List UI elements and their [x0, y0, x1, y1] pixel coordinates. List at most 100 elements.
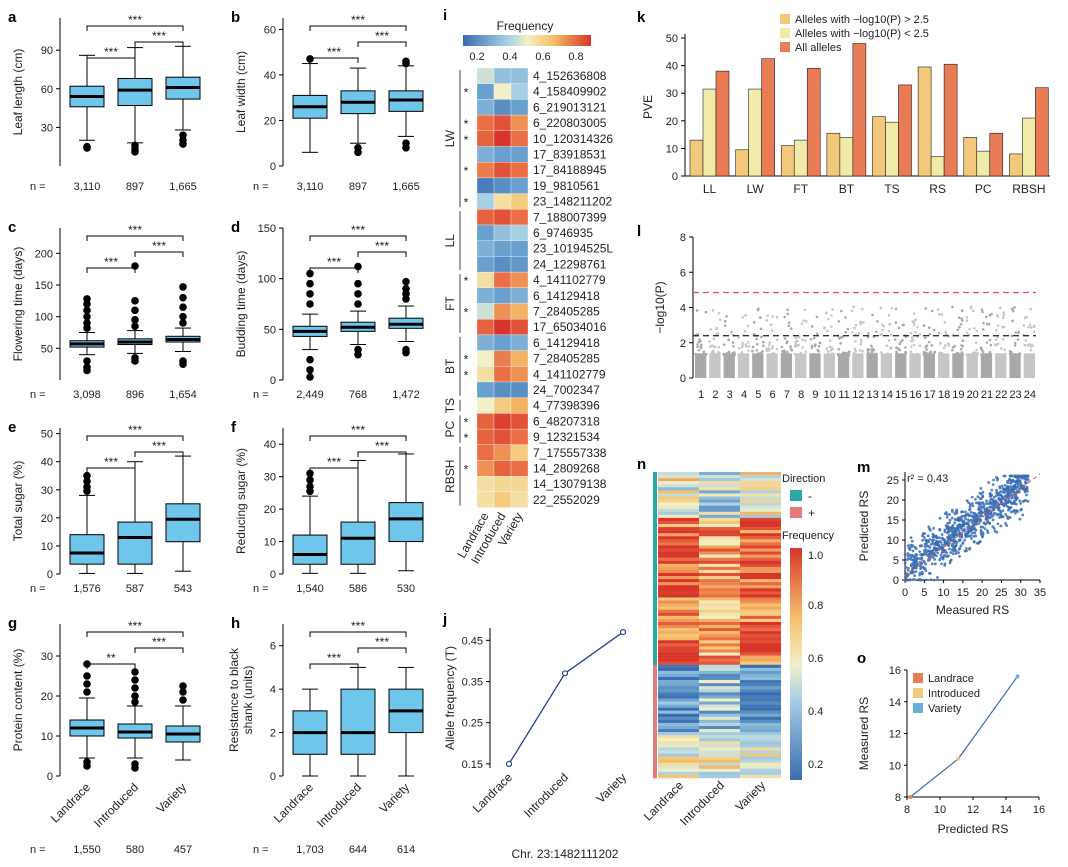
heatmap-cell [658, 692, 699, 696]
point-band [1023, 353, 1035, 378]
scatter-point [967, 501, 971, 505]
scatter-point [912, 559, 916, 563]
heatmap-cell [658, 606, 699, 610]
panel-label: g [8, 615, 17, 632]
direction-bar [653, 569, 657, 574]
heatmap-cell [740, 631, 781, 635]
heatmap-cell [740, 704, 781, 708]
scatter-point [922, 535, 926, 539]
scatter-point [952, 545, 955, 548]
heatmap-cell [658, 524, 699, 528]
n-prefix: n = [30, 389, 46, 401]
snp-point [839, 342, 842, 345]
scatter-point [978, 491, 982, 495]
snp-point [922, 324, 926, 327]
y-tick-label: 0 [270, 161, 276, 173]
scatter-point [970, 495, 974, 499]
scatter-point [925, 550, 929, 554]
scatter-point [977, 505, 981, 509]
direction-bar [653, 594, 657, 598]
legend-swatch [913, 688, 923, 698]
scatter-point [1020, 484, 1023, 488]
heatmap-cell [658, 756, 699, 760]
heatmap-cell [740, 496, 781, 500]
scatter-point [960, 510, 963, 514]
direction-bar [653, 600, 657, 604]
scatter-point [942, 537, 946, 541]
direction-bar [653, 686, 657, 690]
colorbar-tick: 0.2 [469, 51, 484, 63]
n-value: 543 [174, 583, 192, 595]
bar [917, 66, 932, 177]
n-prefix: n = [30, 844, 46, 856]
group-label: LW [443, 129, 457, 147]
snp-label: 19_9810561 [533, 179, 600, 193]
y-tick-label: 10 [889, 760, 901, 772]
scatter-point [968, 507, 972, 511]
panel-label: i [443, 7, 447, 24]
scatter-point [903, 553, 907, 556]
significance-bracket [86, 25, 184, 31]
scatter-point [1010, 488, 1014, 492]
y-tick-label: 40 [666, 61, 678, 73]
heatmap-cell [510, 476, 529, 493]
heatmap-cell [510, 146, 529, 163]
heatmap-cell [740, 765, 781, 770]
scatter-point [976, 495, 980, 499]
scatter-point [995, 530, 999, 534]
heatmap-cell [658, 505, 699, 509]
heatmap-cell [658, 713, 699, 717]
heatmap-cell [658, 600, 699, 604]
snp-point [902, 353, 905, 357]
scatter-point [985, 499, 988, 503]
y-axis-label: −log10(P) [653, 281, 667, 333]
scatter-point [972, 528, 975, 531]
snp-point [1011, 319, 1014, 323]
outlier-point [179, 312, 187, 321]
snp-point [859, 322, 862, 326]
scatter-point [1010, 502, 1014, 506]
scatter-point [908, 578, 912, 582]
panel-label: j [442, 611, 447, 628]
n-value: 3,110 [74, 181, 101, 193]
x-tick-label: LW [747, 182, 765, 196]
heatmap-cell [740, 698, 781, 702]
direction-bar [653, 557, 657, 561]
scatter-point [921, 534, 924, 537]
scatter-point [961, 520, 965, 524]
outlier-point [179, 696, 187, 704]
heatmap-cell [699, 664, 740, 669]
y-tick-label: 0 [672, 171, 678, 183]
heatmap-cell [699, 600, 740, 604]
outlier-point [131, 297, 139, 305]
heatmap-cell [699, 475, 740, 479]
snp-point [1016, 338, 1020, 341]
heatmap-cell [740, 664, 781, 669]
box [292, 534, 328, 565]
heatmap-cell [658, 597, 699, 601]
snp-point [965, 319, 969, 322]
point-band [909, 353, 921, 378]
significance-bracket [309, 57, 359, 63]
x-tick-label: 20 [976, 587, 988, 599]
snp-point [751, 349, 754, 353]
snp-point [744, 314, 747, 317]
scatter-point [918, 550, 922, 553]
point-band [937, 353, 950, 378]
snp-point [731, 341, 735, 344]
heatmap-cell [510, 366, 529, 383]
direction-bar [653, 625, 657, 629]
snp-point [780, 345, 784, 349]
x-tick-label: 22 [995, 389, 1007, 401]
snp-point [823, 326, 826, 329]
heatmap-cell [658, 579, 699, 583]
direction-bar [653, 725, 657, 730]
direction-bar [653, 643, 657, 647]
snp-point [985, 322, 989, 326]
panel-label: l [637, 223, 641, 240]
snp-point [746, 341, 750, 344]
snp-point [770, 347, 774, 350]
scatter-point [964, 510, 967, 514]
heatmap-cell [493, 366, 512, 383]
